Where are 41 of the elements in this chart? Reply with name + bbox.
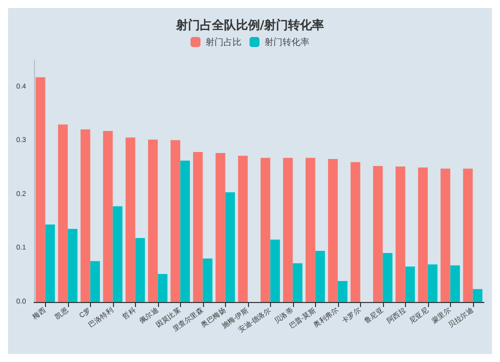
- bar: [238, 156, 248, 302]
- bar: [418, 168, 428, 302]
- bar: [463, 168, 473, 302]
- legend-label: 射门转化率: [264, 37, 310, 47]
- bar: [135, 238, 145, 302]
- bar: [315, 250, 325, 302]
- bar: [292, 263, 302, 302]
- chart-title: 射门占全队比例/射门转化率: [174, 18, 324, 32]
- bar: [225, 192, 235, 302]
- legend-label: 射门占比: [206, 37, 242, 47]
- bar: [283, 158, 293, 302]
- bar: [338, 281, 348, 302]
- bar: [58, 124, 68, 302]
- bar: [450, 265, 460, 302]
- bar: [260, 158, 270, 302]
- bar: [350, 162, 360, 302]
- bar: [112, 206, 122, 302]
- bar: [270, 240, 280, 302]
- bar: [80, 129, 90, 302]
- bar: [428, 264, 438, 302]
- bar: [306, 158, 316, 302]
- bar: [193, 152, 203, 302]
- bar: [328, 158, 338, 302]
- bar: [148, 140, 158, 302]
- bar: [170, 140, 180, 302]
- bar: [180, 160, 190, 302]
- bar: [36, 77, 46, 302]
- bar: [202, 258, 212, 302]
- bar: [45, 224, 55, 302]
- bar: [373, 166, 383, 302]
- bar: [216, 153, 226, 302]
- bar: [90, 261, 100, 302]
- bar: [382, 253, 392, 302]
- bar: [396, 166, 406, 302]
- bar: [103, 130, 113, 302]
- bar: [440, 168, 450, 302]
- bar: [405, 266, 415, 302]
- bar: [68, 228, 78, 302]
- bar: [472, 289, 482, 302]
- bar: [158, 274, 168, 302]
- bar: [126, 137, 136, 302]
